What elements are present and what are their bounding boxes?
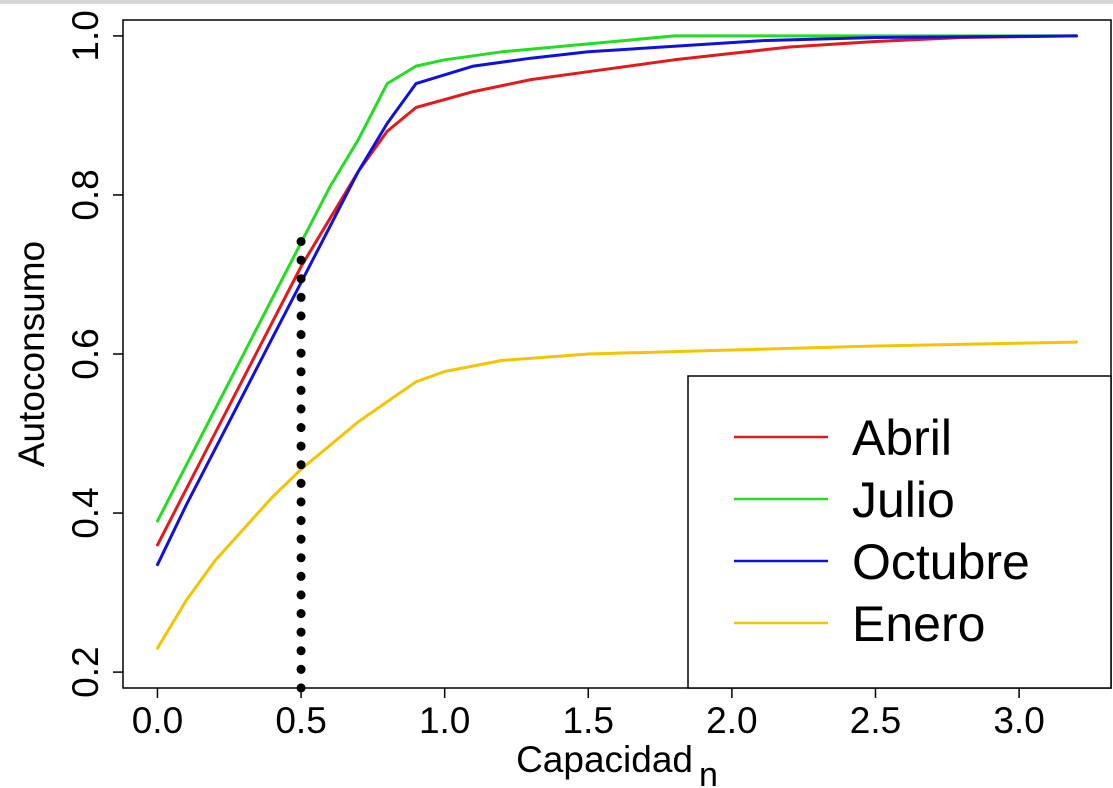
y-tick-label: 1.0 [65,10,106,61]
top-border [0,0,1113,4]
series-layer [156,34,1078,650]
legend: Abril Julio Octubre Enero [687,375,1112,689]
y-tick-label: 0.2 [65,646,106,697]
series-line-octubre [156,34,1078,567]
y-tick-label: 0.6 [65,328,106,379]
x-tick-label: 1.0 [419,700,470,741]
x-tick-label: 2.5 [850,700,901,741]
legend-box [687,375,1112,689]
y-tick-label: 0.4 [65,487,106,538]
legend-label-enero: Enero [852,596,985,652]
x-axis-title: Capacidad n [516,739,718,788]
x-axis-title-subscript: n [699,756,718,788]
x-axis-title-main: Capacidad [516,739,693,780]
x-tick-label: 2.0 [706,700,757,741]
legend-label-abril: Abril [852,410,952,466]
y-axis: 0.2 0.4 0.6 0.8 1.0 [65,10,123,698]
x-tick-label: 1.5 [563,700,614,741]
legend-label-julio: Julio [852,472,955,528]
y-axis-title: Autoconsumo [11,241,52,467]
x-tick-label: 0.5 [275,700,326,741]
x-tick-label: 0.0 [132,700,183,741]
y-tick-label: 0.8 [65,169,106,220]
series-line-julio [156,34,1078,523]
x-tick-label: 3.0 [993,700,1044,741]
series-line-enero [156,340,1078,650]
series-line-abril [156,34,1078,547]
legend-label-octubre: Octubre [852,534,1030,590]
x-axis: 0.0 0.5 1.0 1.5 2.0 2.5 3.0 [132,688,1045,741]
